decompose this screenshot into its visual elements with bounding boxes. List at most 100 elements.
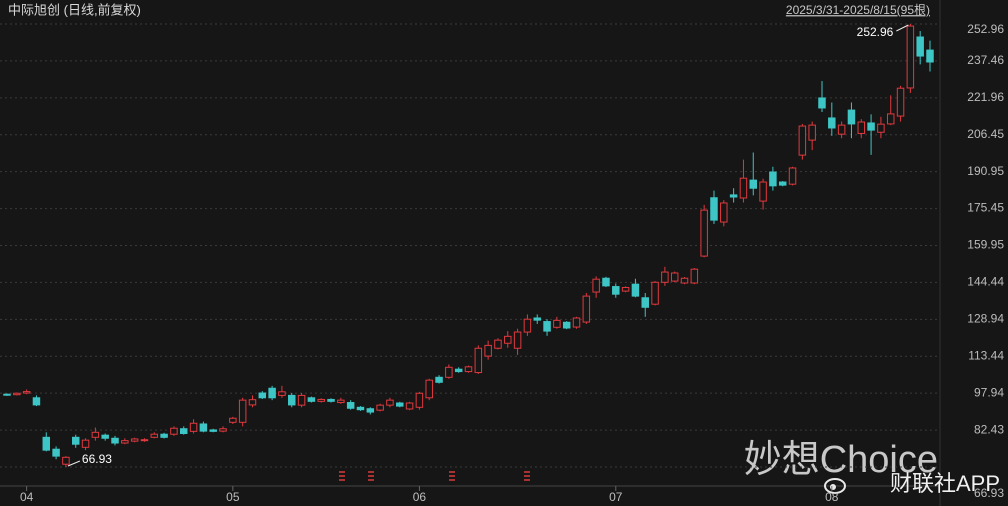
candle [209,428,217,433]
x-tick-label: 05 [226,490,240,504]
candle-body [32,397,41,406]
candle [199,421,208,433]
candle [592,276,600,298]
candle-body [690,268,699,284]
candle-body [808,124,816,141]
candle-body [13,392,21,396]
candle [553,316,561,329]
candle-body [268,387,276,399]
candle [337,397,345,404]
candle [288,393,296,408]
candle-body [818,97,826,109]
candle-body [288,394,296,406]
candle [847,102,856,139]
candle-body [631,283,640,297]
candle-body [847,109,856,125]
candle-body [356,406,365,411]
candle [229,416,237,424]
candle [857,119,866,139]
candle-body [3,393,11,396]
candle [22,389,31,395]
candle-body [562,321,571,329]
candle [435,375,443,384]
candle [356,406,365,411]
range-label[interactable]: 2025/3/31-2025/8/15(95根) [786,3,930,17]
annotation-arrow [896,24,909,32]
candle [720,200,728,227]
y-tick-label: 175.45 [967,201,1004,215]
y-tick-label: 159.95 [967,238,1004,252]
candle [808,121,816,151]
candle-body [916,36,924,57]
candle-body [621,287,630,292]
candle-body [602,277,610,287]
candle [140,438,149,442]
candle-body [396,402,404,407]
candle [484,340,492,360]
candle-body [62,456,70,465]
candle-body [101,434,109,439]
candle-body [749,179,757,189]
candle [690,267,699,285]
candle-body [121,440,129,444]
candle [268,385,276,401]
candle-body [926,49,934,63]
candle [661,266,669,286]
candle [778,181,787,187]
candle [729,188,738,203]
y-tick-label: 144.44 [967,275,1004,289]
candle-body [533,317,541,321]
candle [749,152,757,196]
candle-body [759,181,767,202]
y-tick-label: 113.44 [968,348,1004,362]
candle [533,314,541,324]
candle-body [739,177,748,199]
candle-body [857,121,866,134]
candle-body [896,87,905,117]
candle [612,283,620,298]
candle [180,426,188,435]
candle [631,278,640,298]
y-tick-label: 97.94 [974,385,1004,399]
candle-body [170,427,178,435]
candle-body [307,397,316,402]
candle-body [543,321,551,332]
candle [71,434,80,448]
candle-body [778,181,787,186]
candle-body [376,404,384,411]
candle [445,364,453,379]
candle-body [435,376,443,383]
y-tick-label: 252.96 [967,22,1004,36]
candle-body [180,428,188,434]
candle-body [278,391,286,396]
candle [219,426,227,433]
chart-title: 中际旭创 (日线,前复权) [8,2,141,17]
x-tick-label: 04 [20,490,34,504]
candle-body [219,428,227,432]
candle [454,367,463,373]
candle [189,419,198,434]
candle-body [405,402,414,410]
candle-body [661,271,669,283]
candle [621,286,630,293]
candle [278,385,286,398]
candle-body [22,391,31,394]
candle [52,446,60,460]
candle-body [386,399,394,406]
candle [504,331,512,348]
candle [602,276,610,288]
candle-body [670,272,679,282]
candle-body [160,433,168,438]
candle-body [788,167,797,185]
candle [238,397,247,427]
candle [582,292,591,324]
candle-body [42,436,51,451]
candle [474,345,483,374]
candle-body [425,379,433,399]
candle [62,456,70,467]
candle [641,292,649,317]
x-tick-label: 08 [825,490,839,504]
candle [759,178,767,210]
candle-body [140,439,149,442]
